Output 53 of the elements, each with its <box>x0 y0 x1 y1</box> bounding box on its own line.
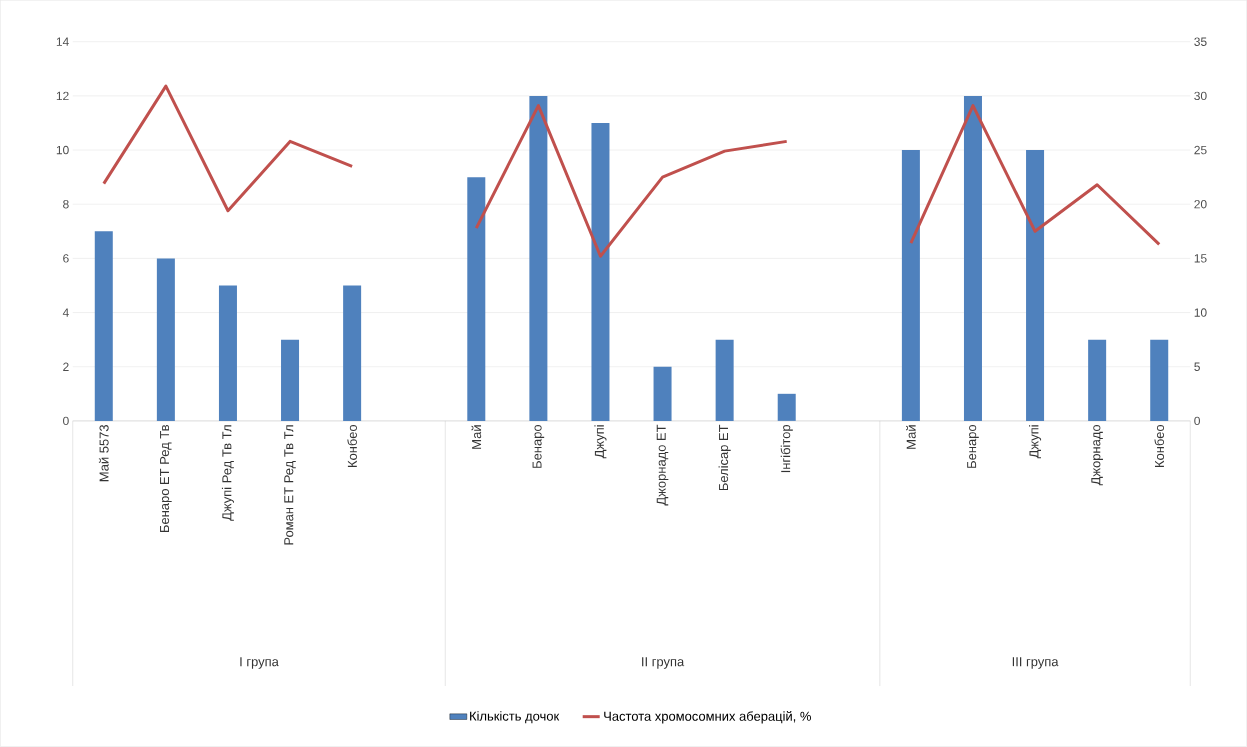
bar <box>715 339 734 422</box>
x-tick-label: Роман ЕТ Ред Тв Тл <box>284 425 296 545</box>
legend-label: Кількість дочок <box>470 711 560 724</box>
x-tick-label: Май <box>471 425 482 449</box>
x-tick-label: Бенаро <box>967 425 979 468</box>
y-tick-label: 0 <box>63 416 69 426</box>
x-tick-label: Май 5573 <box>98 425 109 482</box>
bar <box>94 231 113 422</box>
y2-tick-label: 0 <box>1194 416 1200 426</box>
x-tick-label: Бенаро <box>532 425 545 468</box>
x-tick-label: Белісар ЕТ <box>718 424 731 491</box>
x-tick-label: Джупі Ред Тв Тл <box>221 425 234 521</box>
y2-tick-label: 35 <box>1194 37 1207 47</box>
y-tick-label: 2 <box>63 362 69 372</box>
bar <box>963 96 982 422</box>
bar <box>591 123 610 422</box>
y2-tick-label: 20 <box>1194 200 1207 209</box>
x-tick-label: Джупі <box>1029 425 1042 459</box>
y2-tick-label: 25 <box>1194 145 1207 155</box>
bar <box>281 339 300 422</box>
x-tick-label: Бенаро ЕТ Ред Тв <box>160 425 172 533</box>
bar <box>653 366 672 422</box>
x-tick-label: Джупі <box>594 425 607 459</box>
y2-tick-label: 30 <box>1194 91 1207 101</box>
bar <box>156 258 175 422</box>
bar <box>1026 150 1045 422</box>
text: І група <box>240 657 279 669</box>
y-tick-label: 12 <box>56 91 69 101</box>
y-tick-label: 10 <box>56 145 69 155</box>
bar <box>1150 339 1169 422</box>
bar <box>218 285 237 422</box>
y-tick-label: 8 <box>63 200 69 209</box>
bar <box>1088 339 1107 422</box>
legend-label: Частота хромосомних аберацій, % <box>604 711 811 724</box>
y-tick-label: 14 <box>56 37 69 46</box>
bar <box>529 96 548 422</box>
x-tick-label: Джорнадо ЕТ <box>656 424 669 506</box>
text: ІІ група <box>642 657 685 669</box>
x-tick-label: Джорнадо <box>1091 425 1103 486</box>
x-tick-label: Інгібітор <box>780 425 793 473</box>
x-tick-label: Май <box>906 425 916 449</box>
bar <box>777 393 796 422</box>
x-tick-label: Конбео <box>347 425 357 468</box>
bar <box>901 150 920 422</box>
y2-tick-label: 5 <box>1194 362 1200 372</box>
bar <box>343 285 362 422</box>
y2-tick-label: 10 <box>1194 308 1207 317</box>
y-tick-label: 4 <box>62 308 69 317</box>
x-tick-label: Конбео <box>1154 425 1165 468</box>
y-tick-label: 6 <box>63 254 69 263</box>
y2-tick-label: 15 <box>1194 254 1207 263</box>
text: ІІІ група <box>1012 657 1059 669</box>
bar <box>467 177 486 422</box>
